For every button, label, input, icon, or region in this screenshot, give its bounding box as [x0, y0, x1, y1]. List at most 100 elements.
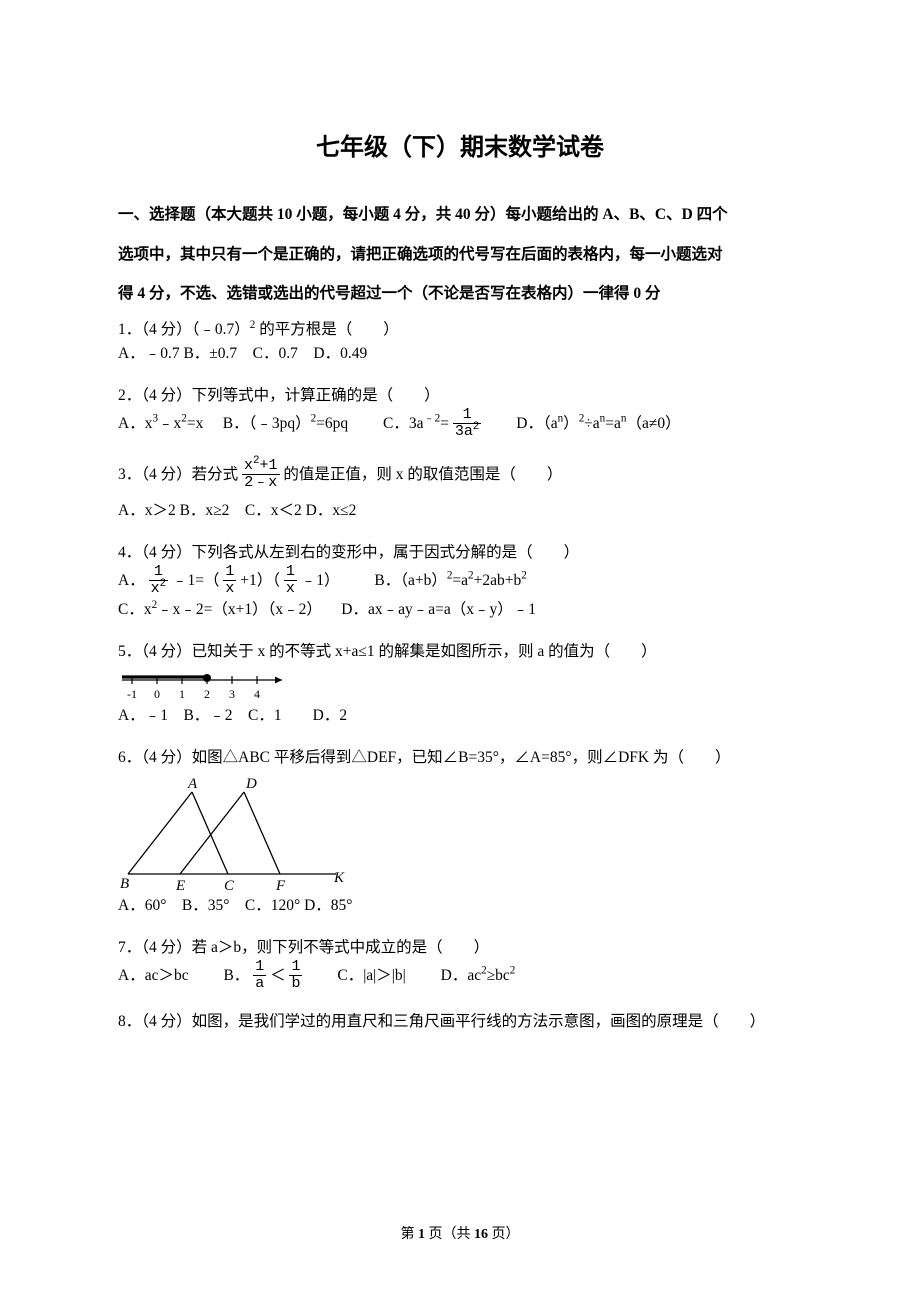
question-2: 2．（4 分）下列等式中，计算正确的是（ ） A．x3﹣x2=x B．（﹣3pq…: [118, 384, 802, 441]
q7-a: A．ac＞bc: [118, 967, 189, 984]
q4-b-e3: 2: [521, 570, 527, 582]
section-heading-line1: 一、选择题（本大题共 10 小题，每小题 4 分，共 40 分）每小题给出的 A…: [118, 203, 802, 227]
nl-tick-0: 0: [154, 687, 160, 701]
section-heading: 一、选择题（本大题共 10 小题，每小题 4 分，共 40 分）每小题给出的 A…: [118, 203, 802, 306]
q7-b-f2-den: b: [289, 975, 302, 992]
section-heading-line3: 得 4 分，不选、选错或选出的代号超过一个（不论是否写在表格内）一律得 0 分: [118, 282, 802, 306]
q2-c-frac: 1 3a2: [453, 407, 482, 440]
q7-b-frac2: 1 b: [289, 959, 302, 992]
q2-stem: 2．（4 分）下列等式中，计算正确的是（ ）: [118, 384, 802, 408]
q3-stem: 3．（4 分）若分式 x2+1 2﹣x 的值是正值，则 x 的取值范围是（ ）: [118, 459, 802, 492]
q7-c: C．|a|＞|b|: [306, 967, 405, 984]
q2-c-frac-den-pre: 3a: [455, 423, 473, 440]
page-title: 七年级（下）期末数学试卷: [118, 130, 802, 167]
q3-frac-den: 2﹣x: [242, 474, 280, 491]
svg-text:D: D: [245, 776, 257, 792]
footer-post: 页）: [488, 1227, 520, 1242]
nl-tick-1: 1: [179, 687, 185, 701]
q4-a-f3-den: x: [284, 580, 297, 597]
q4-options-line1: A． 1 x2 ﹣1=（ 1 x +1）（ 1 x ﹣1） B．（a+b）2=a…: [118, 565, 802, 598]
q4-a-f1-den: x2: [149, 580, 169, 597]
q2-d-post: （a≠0）: [626, 415, 680, 432]
q2-c-frac-den: 3a2: [453, 423, 482, 440]
q3-stem-post: 的值是正值，则 x 的取值范围是（ ）: [283, 466, 562, 483]
q7-d-pre: D．ac: [410, 967, 481, 984]
exam-page: 七年级（下）期末数学试卷 一、选择题（本大题共 10 小题，每小题 4 分，共 …: [0, 0, 920, 1302]
question-1: 1．（4 分）（﹣0.7）2 的平方根是（ ） A．﹣0.7 B．±0.7 C．…: [118, 318, 802, 366]
q4-c-pre: C．x: [118, 601, 152, 618]
svg-text:A: A: [187, 776, 198, 792]
svg-text:K: K: [333, 870, 345, 886]
q4-a-f1-den-pre: x: [151, 580, 160, 597]
q5-numberline-figure: -1 0 1 2 3 4: [118, 668, 288, 702]
q3-frac-num-pre: x: [244, 457, 253, 474]
svg-text:F: F: [275, 878, 286, 892]
q6-options: A．60° B．35° C．120° D．85°: [118, 894, 802, 918]
q2-c-pre: C．3a: [352, 415, 423, 432]
footer-current-page: 1: [418, 1227, 425, 1242]
footer-mid: 页（共: [425, 1227, 474, 1242]
q2-d-pre: D．（a: [485, 415, 557, 432]
q4-a-mid2: +1）（: [240, 572, 280, 589]
q2-d-mid1: ）: [563, 415, 579, 432]
q1-stem-suffix: 的平方根是（ ）: [255, 321, 398, 338]
q7-b-f2-num: 1: [289, 959, 302, 975]
q7-d-e2: 2: [510, 965, 516, 977]
q4-b-pre: B．（a+b）: [343, 572, 446, 589]
q2-c-e: ﹣2: [424, 413, 441, 425]
q3-stem-pre: 3．（4 分）若分式: [118, 466, 238, 483]
q7-b-pre: B．: [192, 967, 249, 984]
footer-total-pages: 16: [474, 1227, 488, 1242]
svg-text:E: E: [175, 878, 185, 892]
svg-text:C: C: [224, 878, 235, 892]
q2-a-pre: A．x: [118, 415, 152, 432]
svg-text:B: B: [120, 876, 129, 892]
nl-tick--1: -1: [127, 687, 137, 701]
q1-stem: 1．（4 分）（﹣0.7）2 的平方根是（ ）: [118, 318, 802, 342]
q4-a-mid1: ﹣1=（: [172, 572, 220, 589]
question-3: 3．（4 分）若分式 x2+1 2﹣x 的值是正值，则 x 的取值范围是（ ） …: [118, 459, 802, 524]
q2-a-mid1: ﹣x: [158, 415, 181, 432]
q4-a-f3-num: 1: [284, 564, 297, 580]
question-8: 8．（4 分）如图，是我们学过的用直尺和三角尺画平行线的方法示意图，画图的原理是…: [118, 1010, 802, 1034]
q6-triangle-figure: A D B E C F K: [118, 774, 348, 892]
q4-d: D．ax﹣ay﹣a=a（x﹣y）﹣1: [326, 601, 536, 618]
q4-options-line2: C．x2﹣x﹣2=（x+1）（x﹣2） D．ax﹣ay﹣a=a（x﹣y）﹣1: [118, 598, 802, 622]
q2-b-post: =6pq: [316, 415, 348, 432]
q4-a-frac2: 1 x: [223, 564, 236, 597]
q4-a-f2-den: x: [223, 580, 236, 597]
q4-a-frac3: 1 x: [284, 564, 297, 597]
q7-options: A．ac＞bc B． 1 a ＜ 1 b C．|a|＞|b| D．ac2≥bc2: [118, 960, 802, 993]
q4-stem: 4．（4 分）下列各式从左到右的变形中，属于因式分解的是（ ）: [118, 541, 802, 565]
q4-c-post: ﹣x﹣2=（x+1）（x﹣2）: [157, 601, 322, 618]
section-heading-line2: 选项中，其中只有一个是正确的，请把正确选项的代号写在后面的表格内，每一小题选对: [118, 243, 802, 267]
q4-a-pre: A．: [118, 572, 145, 589]
q4-a-f1-den-e: 2: [160, 578, 166, 590]
q2-c-frac-den-e: 2: [473, 421, 479, 433]
q3-frac-num: x2+1: [242, 458, 280, 474]
q6-stem: 6．（4 分）如图△ABC 平移后得到△DEF，已知∠B=35°，∠A=85°，…: [118, 746, 802, 770]
q4-a-mid3: ﹣1）: [301, 572, 340, 589]
question-5: 5．（4 分）已知关于 x 的不等式 x+a≤1 的解集是如图所示，则 a 的值…: [118, 640, 802, 728]
q7-stem: 7．（4 分）若 a＞b，则下列不等式中成立的是（ ）: [118, 936, 802, 960]
q4-b-mid2: +2ab+b: [474, 572, 522, 589]
q8-stem: 8．（4 分）如图，是我们学过的用直尺和三角尺画平行线的方法示意图，画图的原理是…: [118, 1010, 802, 1034]
q4-b-mid1: =a: [452, 572, 468, 589]
question-4: 4．（4 分）下列各式从左到右的变形中，属于因式分解的是（ ） A． 1 x2 …: [118, 541, 802, 622]
q1-options: A．﹣0.7 B．±0.7 C．0.7 D．0.49: [118, 342, 802, 366]
q2-b-pre: B．（﹣3pq）: [207, 415, 310, 432]
q3-options: A．x＞2 B．x≥2 C．x＜2 D．x≤2: [118, 499, 802, 523]
q3-frac: x2+1 2﹣x: [242, 458, 280, 491]
q3-frac-num-post: +1: [260, 457, 278, 474]
question-7: 7．（4 分）若 a＞b，则下列不等式中成立的是（ ） A．ac＞bc B． 1…: [118, 936, 802, 993]
q7-d-mid: ≥bc: [487, 967, 510, 984]
q7-b-f1-num: 1: [253, 959, 266, 975]
q4-a-f2-num: 1: [223, 564, 236, 580]
q7-b-f1-den: a: [253, 975, 266, 992]
q2-d-mid2: ÷a: [584, 415, 599, 432]
q2-d-mid3: =a: [605, 415, 621, 432]
nl-tick-4: 4: [254, 687, 260, 701]
q1-stem-prefix: 1．（4 分）（﹣0.7）: [118, 321, 250, 338]
q5-options: A．﹣1 B．﹣2 C．1 D．2: [118, 704, 802, 728]
nl-tick-3: 3: [229, 687, 235, 701]
